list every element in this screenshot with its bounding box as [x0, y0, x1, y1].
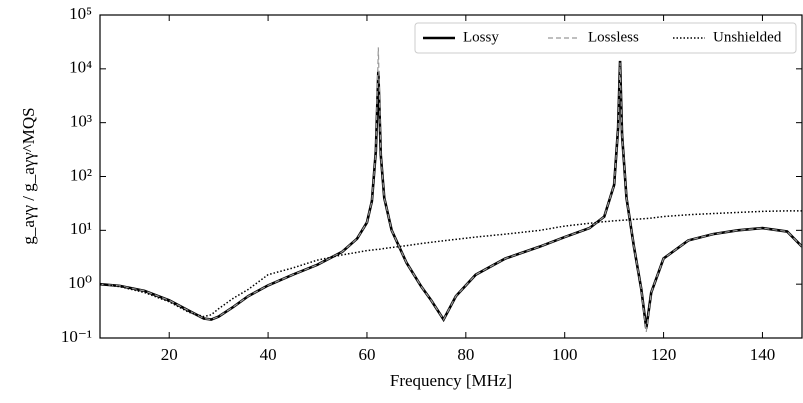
legend-label: Lossy	[463, 29, 499, 45]
series-line	[100, 47, 802, 332]
y-tick-label: 10²	[70, 165, 92, 184]
series-line	[100, 210, 802, 318]
legend: Lossy Lossless Unshielded	[414, 22, 797, 54]
legend-label: Unshielded	[713, 29, 782, 45]
plot-frame	[99, 14, 803, 339]
legend-label: Lossless	[588, 29, 639, 45]
series-line	[100, 60, 802, 329]
x-tick-label: 60	[358, 345, 375, 364]
y-tick-label: 10⁵	[69, 4, 92, 23]
y-tick-label: 10¹	[70, 219, 92, 238]
x-tick-label: 40	[260, 345, 277, 364]
x-tick-label: 80	[457, 345, 474, 364]
y-tick-label: 10⁰	[68, 273, 92, 292]
y-tick-label: 10³	[70, 112, 92, 131]
legend-box	[414, 22, 797, 54]
y-axis-label: g_aγγ / g_aγγ^MQS	[19, 107, 38, 244]
x-tick-label: 120	[651, 345, 677, 364]
y-tick-label: 10⁴	[69, 58, 92, 77]
y-tick-label: 10⁻¹	[61, 327, 92, 346]
x-tick-label: 20	[161, 345, 178, 364]
x-tick-label: 140	[750, 345, 776, 364]
x-axis-label: Frequency [MHz]	[390, 371, 512, 390]
x-tick-label: 100	[552, 345, 578, 364]
